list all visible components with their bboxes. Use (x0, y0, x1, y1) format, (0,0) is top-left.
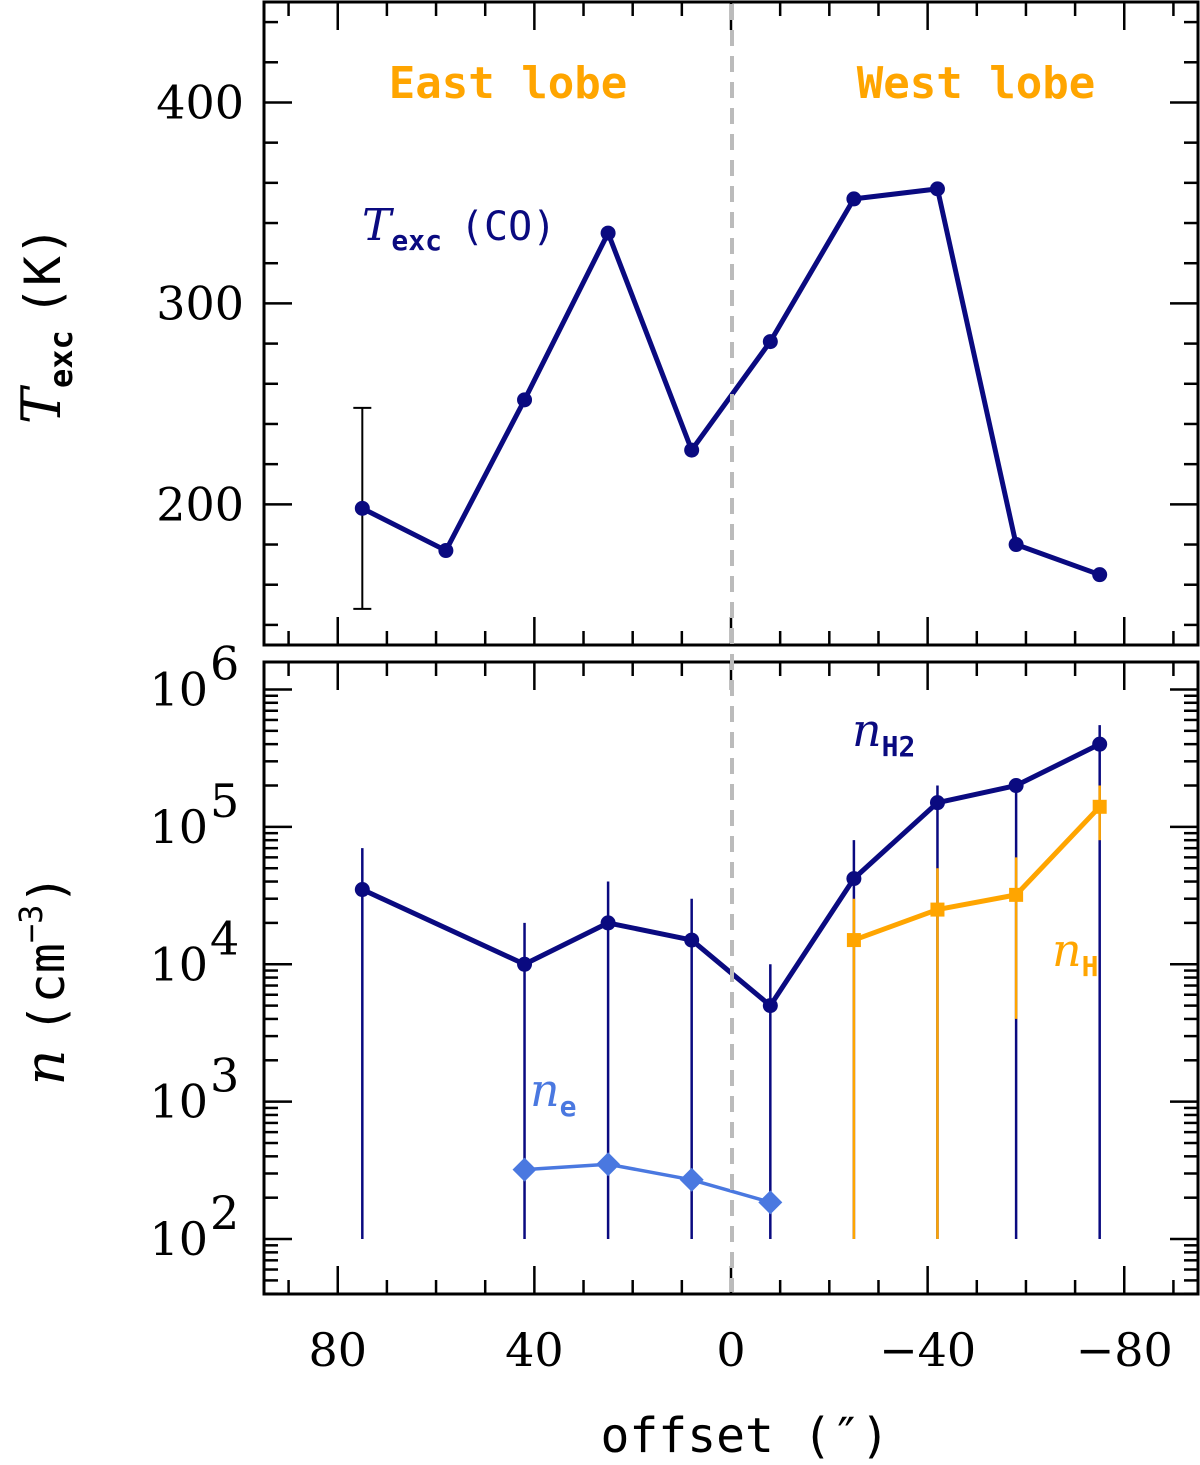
bottom-y-axis-title-unit-open: (cm (18, 943, 76, 1033)
nh2-point (354, 882, 370, 898)
nh2-point (929, 795, 945, 811)
nh2-series-label-sub: H2 (882, 730, 916, 763)
bottom-y-tick-label: 10 (149, 662, 208, 716)
bottom-y-tick-label-base: 10 (149, 1212, 208, 1266)
bottom-y-tick-label: 10 (149, 937, 208, 991)
texc-point (1092, 567, 1108, 583)
bottom-y-tick-label-base: 10 (149, 800, 208, 854)
texc-point (517, 392, 533, 408)
x-tick-label: 0 (716, 1323, 745, 1377)
nh-point (1009, 887, 1024, 902)
nh-point (1092, 799, 1107, 814)
texc-point (1008, 537, 1024, 553)
bottom-panel-ticks (264, 662, 1198, 1295)
bottom-y-axis-title-main: n (13, 1049, 78, 1085)
ne-series-label-main: n (530, 1063, 560, 1117)
bottom-y-axis-title-unit-sup: −3 (12, 905, 50, 944)
nh2-series-label: nH2 (852, 703, 915, 763)
bottom-plot-area (354, 725, 1108, 1240)
bottom-y-tick-label-exponent: 5 (210, 774, 239, 828)
nh2-point (600, 915, 616, 931)
nh-series-line (853, 805, 1102, 943)
texc-point (354, 500, 370, 516)
top-y-axis-title-main: T (10, 384, 73, 424)
texc-series-label-sub: exc (391, 224, 442, 257)
nh-series-label: nH (1052, 923, 1099, 983)
texc-point (438, 543, 454, 559)
x-axis-title: offset (″) (601, 1408, 890, 1464)
top-y-tick-label: 400 (156, 75, 244, 129)
texc-point (684, 442, 700, 458)
top-y-axis-title-sub: exc (42, 330, 80, 388)
x-tick-labels: 80 40 0 −40 −80 (308, 1323, 1172, 1377)
ne-point (596, 1152, 621, 1177)
bottom-y-tick-label-exponent: 4 (210, 911, 239, 965)
bottom-y-tick-label-base: 10 (149, 1075, 208, 1129)
texc-series-label: Texc (CO) (362, 200, 556, 257)
bottom-y-tick-label-exponent: 6 (210, 636, 239, 690)
top-y-tick-label: 300 (156, 276, 244, 330)
nh2-point (517, 956, 533, 972)
east-lobe-label: East lobe (389, 58, 627, 109)
nh2-point (684, 932, 700, 948)
texc-point (929, 181, 945, 197)
x-tick-label: −40 (879, 1323, 976, 1377)
bottom-y-tick-label: 10 (149, 1212, 208, 1266)
nh-series-label-main: n (1052, 923, 1082, 977)
top-panel-ticks (264, 2, 1198, 645)
texc-point (600, 225, 616, 241)
ne-point (512, 1157, 537, 1182)
bottom-y-tick-label-base: 10 (149, 937, 208, 991)
nh-series-label-sub: H (1082, 950, 1099, 983)
bottom-y-tick-label-exponent: 3 (210, 1049, 239, 1103)
nh2-point (846, 871, 862, 887)
top-y-axis-title-unit: (K) (14, 226, 72, 316)
nh-point (846, 933, 861, 948)
nh2-point (1092, 736, 1108, 752)
top-y-tick-labels: 200 300 400 (156, 75, 244, 531)
bottom-y-axis-title: n (cm−3) (12, 874, 78, 1085)
nh2-series-label-main: n (852, 703, 882, 757)
ne-series-label-sub: e (560, 1090, 577, 1123)
x-tick-label: −80 (1076, 1323, 1173, 1377)
ne-point (758, 1190, 783, 1215)
ne-point (679, 1167, 704, 1192)
top-y-tick-label: 200 (156, 477, 244, 531)
bottom-y-tick-label: 10 (149, 1075, 208, 1129)
top-y-axis-title: Texc (K) (10, 226, 80, 424)
nh2-point (762, 998, 778, 1014)
ne-series-line (524, 1162, 771, 1205)
west-lobe-label: West lobe (857, 58, 1095, 109)
bottom-y-tick-label: 10 (149, 800, 208, 854)
x-tick-label: 80 (308, 1323, 367, 1377)
top-panel: 200 300 400 East lobe West lobe Texc (CO) T… (10, 0, 1200, 647)
ne-series-label: ne (530, 1063, 577, 1123)
texc-series-label-rest: (CO) (460, 204, 556, 250)
nh2-point (1008, 778, 1024, 794)
texc-point (846, 191, 862, 207)
texc-series-label-main: T (362, 200, 395, 251)
bottom-y-tick-label-exponent: 2 (210, 1186, 239, 1240)
x-tick-label: 40 (505, 1323, 564, 1377)
nh-point (930, 902, 945, 917)
bottom-y-tick-label-base: 10 (149, 662, 208, 716)
bottom-y-axis-title-unit-close: ) (18, 874, 76, 904)
texc-point (762, 334, 778, 350)
